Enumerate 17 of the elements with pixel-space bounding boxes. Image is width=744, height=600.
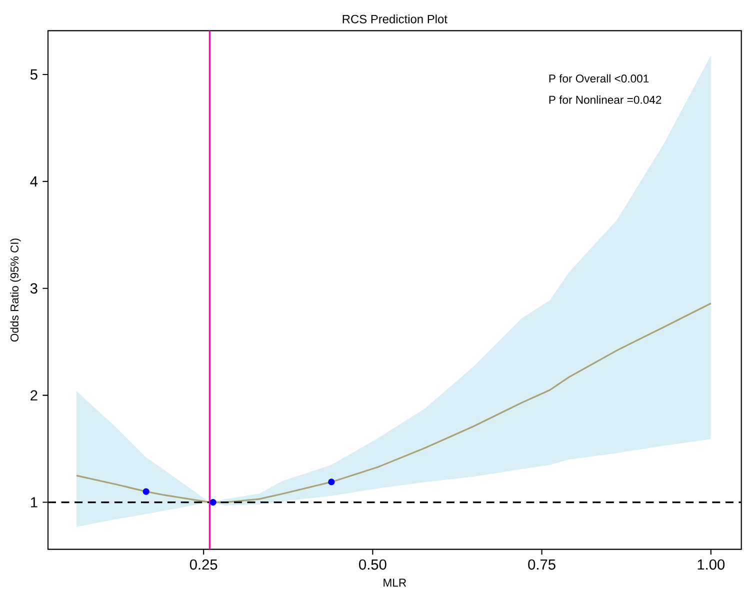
annotation: P for Nonlinear =0.042: [549, 96, 662, 104]
annotation: P for Overall <0.001: [549, 74, 649, 83]
point: [142, 488, 150, 495]
y-tick-label: 4: [30, 176, 38, 186]
y-axis-title: Odds Ratio (95% CI): [10, 238, 21, 342]
point: [210, 498, 216, 506]
x-tick-label: 0.25: [190, 559, 218, 570]
x-tick-label: 1.00: [698, 559, 725, 570]
x-tick-label: 0.50: [359, 559, 386, 570]
point: [328, 478, 335, 486]
y-tick-label: 3: [30, 283, 38, 294]
y-tick-label: 2: [30, 390, 38, 400]
chart-title: RCS Prediction Plot: [342, 14, 448, 24]
y-tick-label: 5: [30, 69, 38, 80]
x-axis-title: MLR: [384, 578, 406, 587]
y-tick-label: 1: [30, 497, 38, 508]
x-tick-label: 0.75: [528, 559, 556, 570]
